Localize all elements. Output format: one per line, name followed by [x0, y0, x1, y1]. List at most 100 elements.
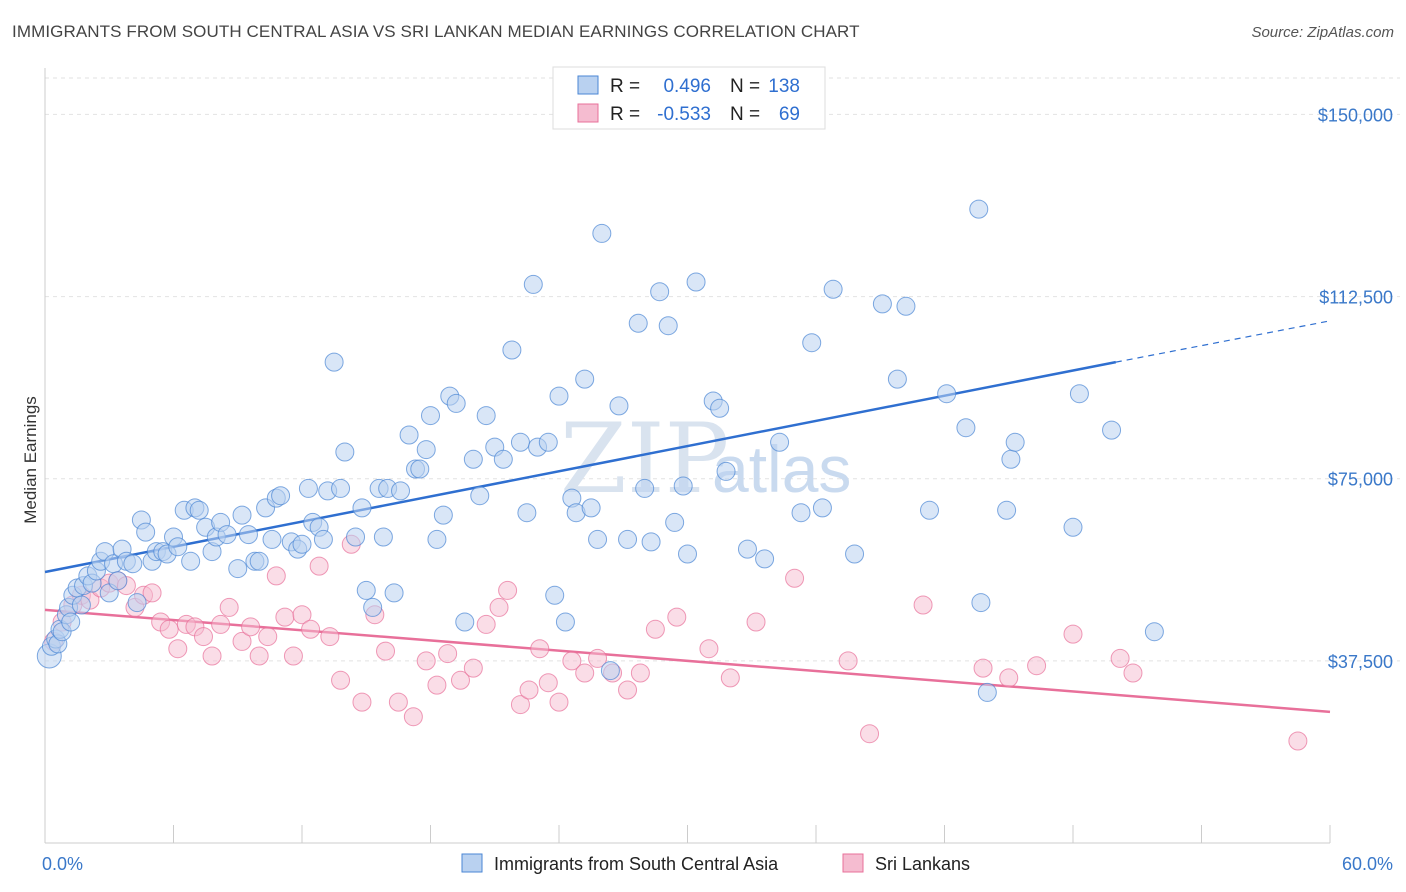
point-sri-lankans-49: [530, 639, 550, 659]
point-south-central-asia-133: [997, 500, 1017, 520]
point-sri-lankans-57: [630, 663, 650, 683]
point-south-central-asia-43: [232, 505, 252, 525]
point-south-central-asia-100: [592, 223, 612, 243]
point-sri-lankans-41: [438, 644, 458, 664]
point-sri-lankans-65: [860, 724, 880, 744]
point-south-central-asia-109: [665, 512, 685, 532]
point-south-central-asia-120: [802, 333, 822, 353]
legend-n-value-pink: 69: [779, 104, 800, 125]
point-south-central-asia-20: [108, 571, 128, 591]
point-south-central-asia-107: [650, 282, 670, 302]
point-south-central-asia-65: [363, 597, 383, 617]
point-sri-lankans-60: [699, 639, 719, 659]
point-south-central-asia-118: [770, 432, 790, 452]
point-south-central-asia-75: [421, 406, 440, 426]
chart-source: Source: ZipAtlas.com: [1251, 24, 1394, 41]
point-south-central-asia-91: [538, 432, 558, 452]
point-sri-lankans-45: [489, 597, 509, 617]
point-sri-lankans-31: [320, 627, 340, 647]
point-south-central-asia-88: [517, 503, 537, 523]
point-sri-lankans-53: [575, 663, 595, 683]
point-south-central-asia-130: [971, 593, 991, 613]
point-sri-lankans-18: [202, 646, 222, 666]
legend-swatch-pink: [577, 103, 599, 123]
point-south-central-asia-77: [433, 505, 453, 525]
point-south-central-asia-86: [502, 340, 522, 360]
point-south-central-asia-111: [678, 544, 697, 564]
point-south-central-asia-71: [399, 425, 419, 445]
point-south-central-asia-136: [1063, 517, 1083, 537]
x-tick-label-min: 0.0%: [42, 854, 83, 874]
point-south-central-asia-81: [463, 449, 483, 469]
grid-lines: [45, 77, 1400, 662]
legend-swatch-blue: [577, 75, 599, 95]
y-tick-label-1: $75,000: [1328, 470, 1393, 490]
point-south-central-asia-76: [427, 529, 447, 549]
point-sri-lankans-14: [168, 639, 188, 659]
point-sri-lankans-13: [159, 619, 179, 639]
series-legend: Immigrants from South Central Asia Sri L…: [461, 853, 970, 874]
point-south-central-asia-54: [298, 478, 318, 498]
legend-r-value-blue: 0.496: [663, 76, 711, 97]
point-south-central-asia-139: [1144, 622, 1164, 642]
point-south-central-asia-137: [1069, 384, 1089, 404]
point-sri-lankans-56: [618, 680, 638, 700]
point-sri-lankans-11: [142, 583, 162, 603]
point-south-central-asia-93: [549, 386, 569, 406]
point-south-central-asia-53: [292, 534, 312, 554]
point-south-central-asia-119: [791, 503, 811, 523]
point-sri-lankans-20: [219, 597, 239, 617]
point-south-central-asia-114: [710, 398, 730, 418]
point-sri-lankans-24: [258, 627, 278, 647]
point-sri-lankans-54: [588, 648, 608, 668]
axes: [44, 68, 1331, 844]
point-south-central-asia-63: [352, 498, 372, 518]
y-tick-label-2: $112,500: [1319, 288, 1393, 308]
point-south-central-asia-122: [823, 279, 843, 299]
legend-r-label-pink: R =: [610, 104, 640, 125]
point-south-central-asia-41: [217, 525, 237, 545]
point-south-central-asia-103: [618, 529, 638, 549]
point-south-central-asia-94: [555, 612, 575, 632]
point-south-central-asia-92: [545, 585, 565, 605]
point-south-central-asia-121: [812, 498, 832, 518]
y-tick-label-0: $37,500: [1328, 652, 1393, 672]
point-south-central-asia-110: [673, 476, 693, 496]
point-south-central-asia-80: [455, 612, 475, 632]
point-south-central-asia-46: [249, 551, 269, 571]
point-south-central-asia-112: [686, 272, 706, 292]
point-sri-lankans-63: [785, 568, 805, 588]
chart-title: IMMIGRANTS FROM SOUTH CENTRAL ASIA VS SR…: [12, 22, 860, 41]
point-south-central-asia-138: [1102, 420, 1122, 440]
series-legend-swatch-pink: [842, 853, 864, 873]
point-south-central-asia-8: [61, 612, 81, 632]
point-sri-lankans-38: [403, 707, 423, 727]
stats-legend: R = 0.496 N = 138 R = -0.533 N = 69: [552, 66, 826, 130]
point-sri-lankans-44: [476, 614, 496, 634]
point-south-central-asia-34: [181, 551, 201, 571]
point-south-central-asia-117: [755, 549, 775, 569]
point-south-central-asia-135: [1005, 432, 1025, 452]
point-south-central-asia-60: [331, 478, 351, 498]
series-south-central-asia-points: [36, 199, 1164, 702]
point-south-central-asia-105: [635, 478, 655, 498]
point-sri-lankans-29: [301, 619, 321, 639]
point-south-central-asia-24: [127, 593, 147, 613]
point-south-central-asia-134: [1001, 449, 1021, 469]
point-sri-lankans-61: [720, 668, 740, 688]
series-sri-lankans-points: [44, 534, 1308, 751]
point-sri-lankans-32: [331, 670, 351, 690]
point-south-central-asia-11: [71, 595, 91, 615]
point-sri-lankans-34: [352, 692, 372, 712]
point-sri-lankans-69: [1027, 656, 1047, 676]
point-south-central-asia-116: [737, 539, 757, 559]
y-tick-label-3: $150,000: [1318, 105, 1393, 125]
point-sri-lankans-59: [667, 607, 687, 627]
point-south-central-asia-42: [228, 559, 248, 579]
point-sri-lankans-67: [973, 658, 993, 678]
point-south-central-asia-50: [271, 486, 291, 506]
point-south-central-asia-85: [493, 449, 513, 469]
point-sri-lankans-25: [266, 566, 286, 586]
point-sri-lankans-50: [538, 673, 558, 693]
point-sri-lankans-58: [645, 619, 665, 639]
